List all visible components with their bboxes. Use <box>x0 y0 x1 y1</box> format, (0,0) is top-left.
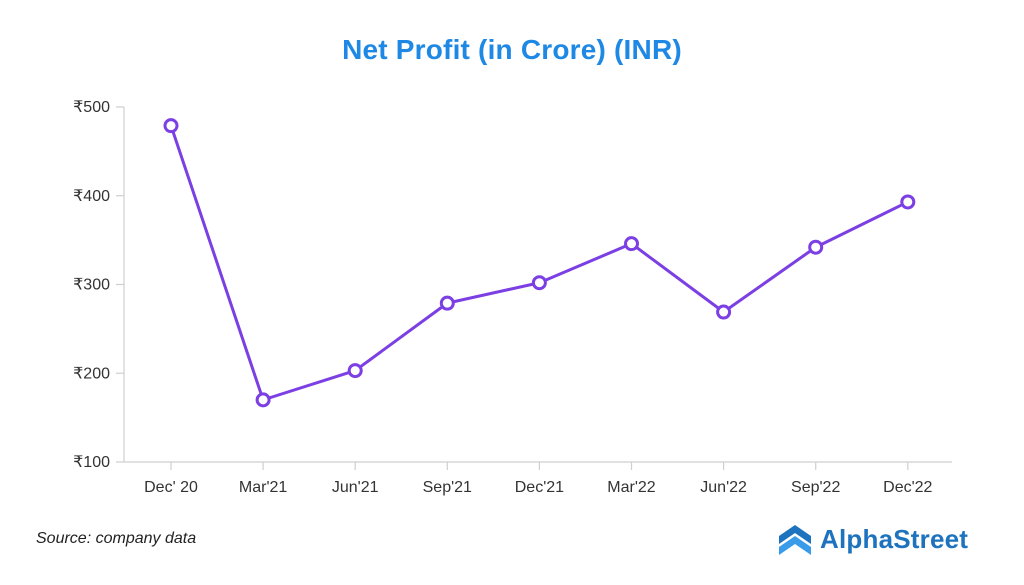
data-point <box>255 392 271 408</box>
x-tick-label: Sep'22 <box>791 479 840 496</box>
x-tick-label: Dec'21 <box>515 479 564 496</box>
data-point <box>716 304 732 320</box>
data-point <box>900 194 916 210</box>
x-tick-label: Dec' 20 <box>144 479 198 496</box>
x-tick-label: Dec'22 <box>883 479 932 496</box>
x-tick-label: Mar'21 <box>239 479 288 496</box>
series-group <box>163 118 916 408</box>
series-line <box>169 125 909 402</box>
y-tick-label: ₹200 <box>73 365 110 382</box>
x-tick-label: Sep'21 <box>423 479 472 496</box>
alphastreet-logo-icon <box>779 525 811 555</box>
y-axis-ticks: ₹100 ₹200 ₹300 ₹400 ₹500 <box>73 99 124 471</box>
x-tick-label: Jun'21 <box>332 479 379 496</box>
data-point <box>347 363 363 379</box>
data-point <box>163 118 179 134</box>
y-tick-label: ₹100 <box>73 454 110 471</box>
y-tick-label: ₹400 <box>73 188 110 205</box>
x-tick-label: Jun'22 <box>700 479 747 496</box>
x-tick-label: Mar'22 <box>607 479 656 496</box>
brand-name: AlphaStreet <box>820 523 969 554</box>
source-note: Source: company data <box>36 530 197 547</box>
data-point <box>439 295 455 311</box>
chart-title: Net Profit (in Crore) (INR) <box>342 34 682 65</box>
brand-logo: AlphaStreet <box>778 522 968 556</box>
x-axis-ticks: Dec' 20 Mar'21 Jun'21 Sep'21 Dec'21 Mar'22 Jun… <box>144 462 933 496</box>
data-point <box>531 275 547 291</box>
data-point <box>808 239 824 255</box>
y-tick-label: ₹500 <box>73 99 110 116</box>
data-point <box>624 236 639 252</box>
y-tick-label: ₹300 <box>73 277 110 294</box>
